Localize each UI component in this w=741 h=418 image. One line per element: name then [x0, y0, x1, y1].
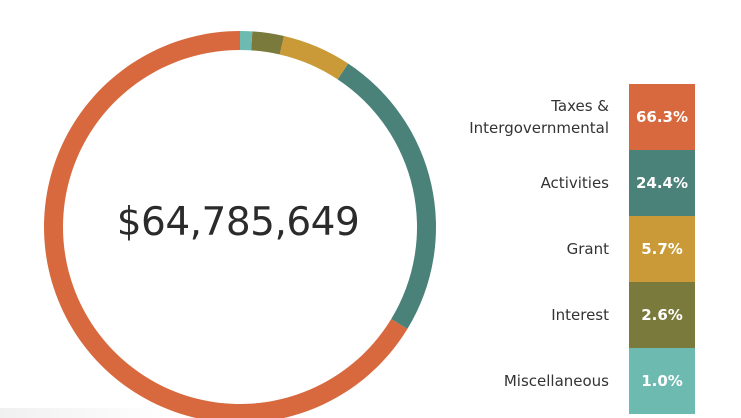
legend-swatch: 5.7%: [629, 216, 695, 282]
legend-swatch: 24.4%: [629, 150, 695, 216]
donut-chart: [44, 31, 436, 418]
total-amount: $64,785,649: [116, 200, 360, 245]
slice-grant: [279, 35, 349, 80]
legend-item-grant: Grant 5.7%: [430, 216, 695, 282]
legend-item-taxes: Taxes & Intergovernmental 66.3%: [430, 84, 695, 150]
legend-label: Interest: [551, 306, 609, 324]
legend-item-activities: Activities 24.4%: [430, 150, 695, 216]
legend-swatch: 1.0%: [629, 348, 695, 414]
legend-label: Grant: [566, 240, 609, 258]
legend-swatch: 2.6%: [629, 282, 695, 348]
slice-interest: [251, 31, 284, 55]
slice-miscellaneous: [240, 31, 253, 51]
legend: Taxes & Intergovernmental 66.3% Activiti…: [430, 84, 695, 414]
legend-label: Taxes & Intergovernmental: [469, 97, 609, 137]
legend-label: Miscellaneous: [503, 372, 609, 390]
slice-activities: [337, 63, 436, 329]
bottom-edge-shadow: [0, 408, 170, 418]
legend-swatch: 66.3%: [629, 84, 695, 150]
legend-item-interest: Interest 2.6%: [430, 282, 695, 348]
legend-item-miscellaneous: Miscellaneous 1.0%: [430, 348, 695, 414]
legend-label: Activities: [540, 174, 609, 192]
